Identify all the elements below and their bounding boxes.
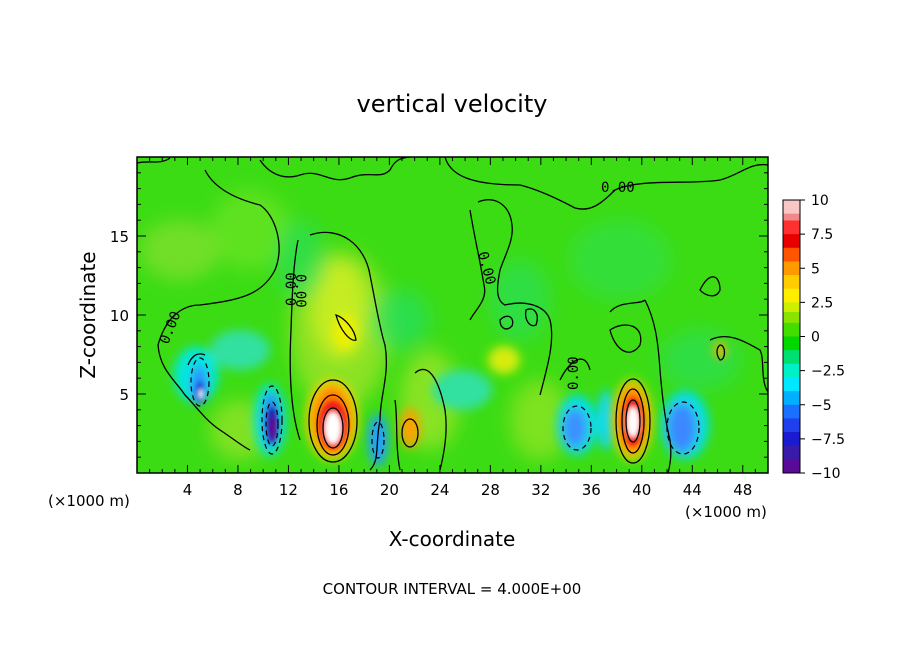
contour-interval-footer: CONTOUR INTERVAL = 4.000E+00 (323, 580, 582, 598)
x-axis: 4 8 12 16 20 24 28 32 36 40 44 48 (149, 157, 756, 499)
zero-contours (137, 157, 768, 473)
colorbar-ticks: 10 7.5 5 2.5 0 −2.5 −5 −7.5 −10 (800, 193, 845, 482)
colorbar-cell (783, 459, 800, 474)
x-axis-label: X-coordinate (389, 527, 516, 551)
colorbar-cell (783, 234, 800, 249)
y-tick-label: 15 (110, 228, 129, 246)
colorbar-cell (783, 302, 800, 313)
plot-area: 0.00 0.00 0.00 0.00 0.00 0.00 (137, 157, 768, 473)
colorbar: 10 7.5 5 2.5 0 −2.5 −5 −7.5 −10 (782, 193, 845, 482)
colorbar-tick-label: −5 (811, 398, 832, 414)
colorbar-cell (783, 322, 800, 337)
colorbar-cell (783, 350, 800, 365)
x-tick-label: 28 (481, 481, 500, 499)
x-tick-label: 36 (582, 481, 601, 499)
colorbar-cell (783, 404, 800, 419)
colorbar-cell (783, 363, 800, 378)
colorbar-cell (783, 220, 800, 235)
x-tick-label: 24 (430, 481, 449, 499)
y-tick-label: 5 (119, 386, 129, 404)
colorbar-tick-label: 7.5 (811, 227, 833, 243)
colorbar-cell (783, 247, 800, 262)
colorbar-cells (783, 200, 800, 474)
contour-label: 0.00 (284, 272, 300, 306)
colorbar-cell (783, 200, 800, 215)
colorbar-tick-label: −7.5 (811, 432, 845, 448)
x-tick-label: 48 (733, 481, 752, 499)
x-unit-left: (×1000 m) (48, 492, 130, 510)
colorbar-cell (783, 288, 800, 303)
x-tick-label: 44 (683, 481, 702, 499)
y-axis: 5 10 15 (110, 172, 768, 458)
negative-contours (190, 357, 700, 459)
colorbar-cell (783, 336, 800, 351)
y-axis-label: Z-coordinate (76, 251, 100, 378)
colorbar-tick-label: −2.5 (811, 364, 845, 380)
chart-title: vertical velocity (357, 90, 548, 118)
colorbar-cell (783, 432, 800, 447)
positive-contours (308, 378, 651, 464)
x-tick-label: 20 (380, 481, 399, 499)
colorbar-tick-label: −10 (811, 466, 841, 482)
colorbar-cell (783, 391, 800, 406)
colorbar-cell (783, 275, 800, 290)
colorbar-cell (783, 445, 800, 460)
x-tick-label: 40 (632, 481, 651, 499)
colorbar-tick-label: 5 (811, 261, 820, 277)
contour-label: 0.00 (292, 274, 308, 308)
x-tick-label: 4 (183, 481, 193, 499)
colorbar-cell (783, 311, 800, 324)
contour-label: 0.00 (601, 180, 635, 196)
colorbar-cell (783, 377, 800, 392)
colorbar-cell (783, 213, 800, 221)
x-tick-label: 12 (279, 481, 298, 499)
y-tick-label: 10 (110, 307, 129, 325)
x-tick-label: 32 (531, 481, 550, 499)
contour-label: 0.00 (566, 356, 582, 390)
x-unit-right: (×1000 m) (685, 503, 767, 521)
colorbar-tick-label: 0 (811, 330, 820, 346)
colorbar-tick-label: 10 (811, 193, 829, 209)
colorbar-cell (783, 261, 800, 276)
x-tick-label: 16 (329, 481, 348, 499)
colorbar-tick-label: 2.5 (811, 295, 833, 311)
x-tick-label: 8 (233, 481, 243, 499)
colorbar-cell (783, 418, 800, 433)
